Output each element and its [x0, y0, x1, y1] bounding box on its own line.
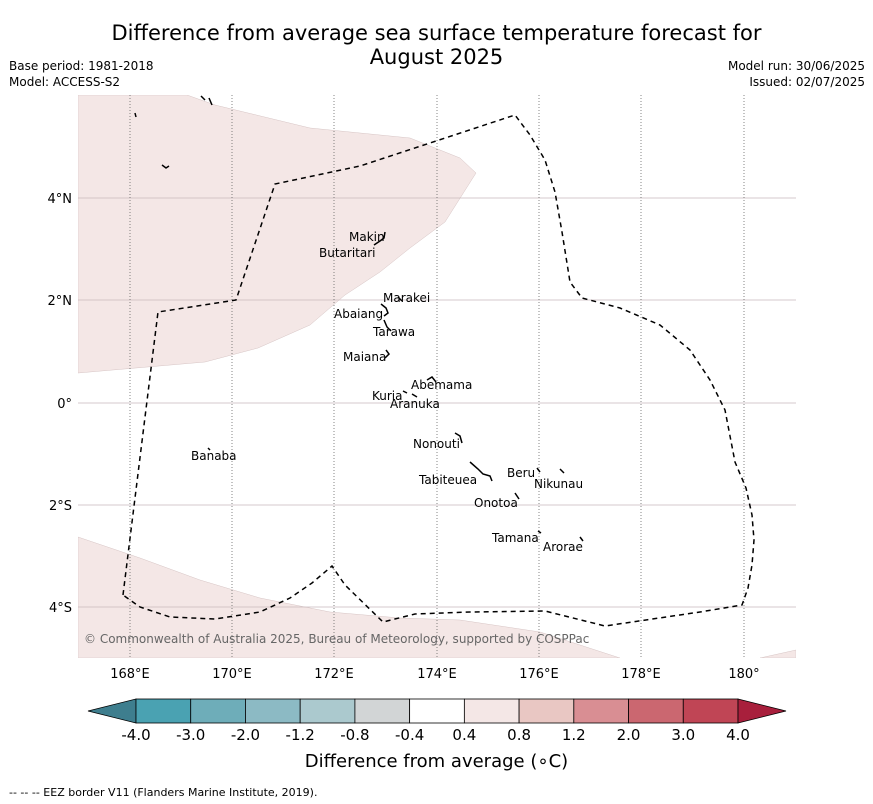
label-tarawa: Tarawa: [372, 325, 415, 339]
x-tick-180: 180°: [728, 667, 759, 682]
colorbar-arrow-low: [87, 698, 137, 724]
label-banaba: Banaba: [191, 449, 237, 463]
anomaly-region-north: [78, 95, 477, 374]
colorbar: -4.0 -3.0 -2.0 -1.2 -0.8 -0.4 0.4 0.8 1.2 2.0 3.0 4…: [87, 698, 787, 744]
x-tick-174e: 174°E: [417, 667, 457, 682]
label-nonouti: Nonouti: [413, 437, 460, 451]
colorbar-cell: [135, 698, 192, 724]
model-name: Model: ACCESS-S2: [9, 75, 121, 89]
label-kuria: Kuria: [372, 389, 403, 403]
colorbar-cell: [190, 698, 246, 724]
colorbar-tick-label: 3.0: [671, 726, 695, 744]
colorbar-tick-label: -4.0: [121, 726, 150, 744]
colorbar-cell: [518, 698, 575, 724]
colorbar-cell: [463, 698, 520, 724]
y-tick-4n: 4°N: [48, 192, 73, 207]
x-tick-168e: 168°E: [110, 667, 150, 682]
label-abaiang: Abaiang: [334, 307, 383, 321]
colorbar-tick-label: -0.8: [340, 726, 369, 744]
colorbar-tick-label: -1.2: [286, 726, 315, 744]
colorbar-tick-label: 1.2: [562, 726, 586, 744]
island-outlines: [134, 95, 584, 542]
label-aranuka: Aranuka: [390, 397, 440, 411]
colorbar-cell: [573, 698, 629, 724]
colorbar-tick-label: 4.0: [726, 726, 750, 744]
colorbar-cell: [409, 698, 465, 724]
label-tabiteuea: Tabiteuea: [418, 473, 477, 487]
longitude-gridlines: [129, 95, 745, 658]
latitude-tick-labels: 4°N 2°N 0° 2°S 4°S: [48, 192, 73, 616]
x-tick-176e: 176°E: [519, 667, 559, 682]
label-abemama: Abemama: [411, 378, 472, 392]
label-nikunau: Nikunau: [534, 477, 583, 491]
label-maiana: Maiana: [343, 350, 386, 364]
y-tick-2s: 2°S: [49, 499, 72, 514]
label-onotoa: Onotoa: [474, 496, 518, 510]
y-tick-0: 0°: [57, 397, 72, 412]
label-makin: Makin: [349, 230, 385, 244]
issued-date: Issued: 02/07/2025: [749, 75, 865, 89]
colorbar-arrow-high: [737, 698, 787, 724]
colorbar-cell: [299, 698, 356, 724]
colorbar-tick-label: 0.4: [452, 726, 476, 744]
colorbar-label: Difference from average (∘C): [304, 751, 569, 772]
y-tick-2n: 2°N: [48, 294, 73, 309]
eez-border: [122, 114, 755, 627]
anomaly-region-south: [78, 536, 621, 658]
base-period: Base period: 1981-2018: [9, 59, 154, 73]
anomaly-region-southeast: [759, 649, 796, 658]
colorbar-tick-label: 2.0: [617, 726, 641, 744]
colorbar-cells: [87, 698, 787, 724]
y-tick-4s: 4°S: [49, 601, 72, 616]
colorbar-tick-label: 0.8: [507, 726, 531, 744]
colorbar-cell: [354, 698, 411, 724]
longitude-tick-labels: 168°E 170°E 172°E 174°E 176°E 178°E 180°: [110, 667, 759, 682]
x-tick-170e: 170°E: [212, 667, 252, 682]
colorbar-tick-label: -0.4: [395, 726, 424, 744]
label-butaritari: Butaritari: [319, 246, 376, 260]
meta-left: Base period: 1981-2018 Model: ACCESS-S2: [9, 58, 154, 90]
label-arorae: Arorae: [543, 540, 583, 554]
x-tick-178e: 178°E: [621, 667, 661, 682]
colorbar-tick-label: -2.0: [231, 726, 260, 744]
label-tamana: Tamana: [491, 531, 539, 545]
label-marakei: Marakei: [383, 291, 430, 305]
label-beru: Beru: [507, 466, 535, 480]
island-labels: Makin Butaritari Marakei Abaiang Tarawa …: [191, 230, 583, 554]
colorbar-cell: [245, 698, 301, 724]
colorbar-tick-labels: -4.0 -3.0 -2.0 -1.2 -0.8 -0.4 0.4 0.8 1.2 2.0 3.0 4…: [121, 726, 750, 744]
title-line-1: Difference from average sea surface temp…: [111, 21, 762, 45]
x-tick-172e: 172°E: [314, 667, 354, 682]
eez-legend-footer: -- -- -- EEZ border V11 (Flanders Marine…: [9, 786, 318, 799]
title-line-2: August 2025: [369, 45, 504, 69]
colorbar-cell: [628, 698, 684, 724]
colorbar-tick-label: -3.0: [176, 726, 205, 744]
map-title: Difference from average sea surface temp…: [0, 21, 873, 69]
colorbar-cell: [682, 698, 739, 724]
copyright-notice: © Commonwealth of Australia 2025, Bureau…: [84, 632, 590, 646]
meta-right: Model run: 30/06/2025 Issued: 02/07/2025: [728, 58, 865, 90]
model-run: Model run: 30/06/2025: [727, 59, 865, 73]
